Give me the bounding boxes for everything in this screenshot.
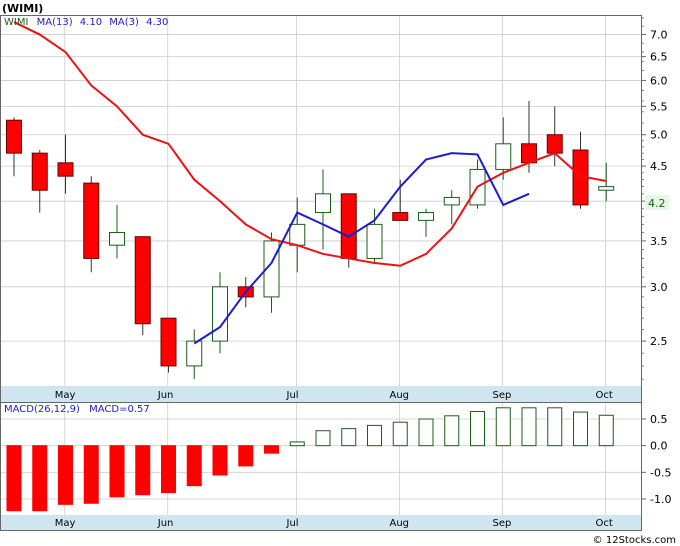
price-xtick-label: Jun: [157, 390, 174, 401]
macd-bar: [470, 411, 485, 447]
macd-ytick-label: 0.0: [650, 440, 668, 453]
macd-bar: [83, 445, 99, 504]
macd-bar: [58, 445, 73, 505]
macd-bar: [289, 441, 305, 447]
candle-body: [109, 232, 125, 246]
candle-body: [546, 134, 563, 154]
macd-xtick-label: Jul: [286, 518, 299, 529]
macd-xtick-label: Jun: [157, 518, 174, 529]
price-ytick-label: 7.0: [650, 29, 668, 42]
candle-body: [31, 152, 48, 191]
macd-legend: MACD(26,12,9) MACD=0.57: [4, 404, 150, 415]
price-xtick-label: Aug: [390, 390, 410, 401]
macd-bar: [418, 418, 434, 447]
price-ytick-label: 3.5: [650, 235, 668, 248]
price-badge-bg: [645, 195, 669, 210]
macd-ytick-label: 0.5: [650, 413, 668, 426]
macd-bar: [135, 445, 151, 496]
macd-xtick-label: Oct: [596, 518, 613, 529]
candle-body: [392, 212, 409, 221]
legend-ma3-label: MA(3): [109, 17, 139, 28]
macd-bar: [315, 430, 331, 447]
macd-xaxis-band: [1, 515, 641, 530]
price-ytick-label: 5.5: [650, 100, 668, 113]
price-ytick-label: 6.0: [650, 74, 668, 87]
candle-body: [315, 193, 331, 214]
macd-bar: [521, 407, 537, 447]
candle-body: [83, 182, 100, 259]
macd-bar: [392, 421, 408, 447]
macd-bar: [341, 428, 357, 447]
candle-body: [443, 196, 460, 206]
candle-body: [186, 340, 203, 367]
macd-ytick-label: -1.0: [650, 493, 671, 506]
macd-xtick-label: Aug: [390, 518, 410, 529]
candle-body: [134, 236, 151, 325]
macd-bar: [547, 407, 563, 447]
price-ytick-label: 5.0: [650, 129, 668, 142]
candle-body: [289, 223, 306, 246]
ma3-line: [13, 21, 607, 267]
candle-body: [160, 317, 177, 367]
macd-bar: [598, 414, 614, 447]
macd-bar: [109, 445, 125, 498]
macd-bar: [186, 445, 202, 487]
price-ytick-label: 4.5: [650, 160, 668, 173]
macd-bar: [212, 445, 228, 476]
price-ytick-label: 6.5: [650, 51, 668, 64]
ma13-line: [193, 152, 530, 345]
ticker-title: (WIMI): [2, 2, 43, 15]
candle-body: [57, 162, 74, 177]
price-ytick-label: 3.0: [650, 281, 668, 294]
candle-body: [495, 143, 512, 170]
price-badge: 4.2: [648, 197, 666, 210]
macd-xtick-label: May: [55, 518, 76, 529]
price-ytick-label: 2.5: [650, 335, 668, 348]
price-xtick-label: Sep: [493, 390, 512, 401]
macd-ytick-label: -0.5: [650, 466, 671, 479]
macd-xtick-label: Sep: [493, 518, 512, 529]
price-legend: WIMI MA(13) 4.10 MA(3) 4.30: [4, 17, 168, 28]
macd-bar: [367, 424, 382, 447]
macd-bar: [6, 445, 22, 512]
macd-bar: [32, 445, 48, 512]
price-xtick-label: May: [55, 390, 76, 401]
legend-ma13-label: MA(13): [37, 17, 73, 28]
legend-ma3-value: 4.30: [146, 17, 168, 28]
candle-body: [598, 186, 615, 191]
candle-body: [418, 212, 434, 221]
candle-body: [366, 223, 383, 259]
macd-bar: [264, 445, 279, 454]
legend-ma13-value: 4.10: [80, 17, 102, 28]
candle-body: [340, 193, 357, 259]
macd-legend-label: MACD(26,12,9): [4, 404, 80, 415]
watermark: © 12Stocks.com: [593, 535, 676, 546]
macd-bar: [495, 407, 511, 447]
macd-panel-frame: [0, 402, 642, 531]
macd-bar: [161, 445, 176, 494]
price-xtick-label: Oct: [596, 390, 613, 401]
candle-body: [212, 286, 228, 342]
macd-bar: [573, 411, 588, 447]
macd-bar: [444, 415, 460, 447]
price-xaxis-band: [1, 386, 641, 402]
macd-bar: [238, 445, 254, 467]
price-xtick-label: Jul: [286, 390, 299, 401]
candle-body: [6, 119, 22, 154]
legend-symbol: WIMI: [4, 17, 28, 28]
macd-legend-value: MACD=0.57: [89, 404, 150, 415]
